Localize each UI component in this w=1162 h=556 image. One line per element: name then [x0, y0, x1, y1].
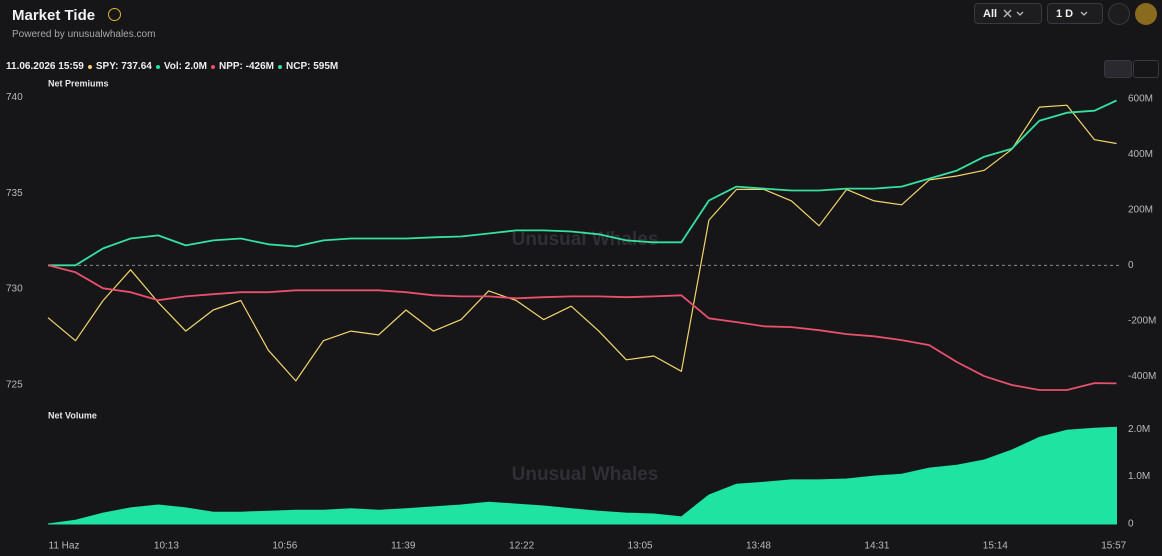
x-tick-label: 12:22 — [509, 541, 534, 552]
dot — [155, 64, 160, 69]
status-line: 11.06.2026 15:59 SPY: 737.64 Vol: 2.0M N… — [6, 61, 338, 72]
filter-icons — [1003, 9, 1024, 17]
area-view-button[interactable] — [1133, 60, 1159, 78]
y2-tick-label: 600M — [1128, 94, 1153, 105]
y-tick-label: 2.0M — [1128, 424, 1150, 435]
alert-button[interactable] — [1135, 3, 1157, 25]
x-tick-label: 11:39 — [391, 541, 416, 552]
x-tick-label: 10:13 — [154, 541, 179, 552]
x-tick-label: 15:14 — [983, 541, 1008, 552]
period-label: 1 D — [1056, 7, 1074, 20]
y-tick-label: 730 — [6, 284, 23, 295]
dot — [210, 64, 215, 69]
y2-tick-label: 400M — [1128, 149, 1153, 160]
x-tick-label: 15:57 — [1101, 541, 1126, 552]
filter-label: All — [983, 7, 998, 20]
panel-title: Net Premiums — [48, 78, 109, 88]
x-tick-label: 13:48 — [746, 541, 771, 552]
page-title: Market Tide — [12, 7, 96, 24]
dot — [278, 64, 282, 69]
watermark: Unusual Whales — [512, 464, 659, 485]
x-tick-label: 11 Haz — [49, 541, 80, 552]
watermark: Unusual Whales — [512, 229, 659, 250]
x-tick-label: 13:05 — [628, 541, 653, 552]
series-line — [47, 104, 1117, 382]
info-icon[interactable] — [108, 8, 121, 21]
subtitle: Powered by unusualwhales.com — [12, 29, 156, 40]
status-vol: Vol: 2.0M — [163, 61, 207, 72]
y-tick-label: 725 — [6, 379, 23, 390]
y2-tick-label: -400M — [1128, 371, 1156, 382]
panel-title: Net Volume — [48, 410, 97, 420]
x-tick-label: 10:56 — [272, 541, 297, 552]
status-npp: NPP: -426M — [218, 61, 274, 72]
y2-tick-label: 200M — [1128, 205, 1153, 216]
refresh-button[interactable] — [1108, 3, 1130, 25]
line-view-button[interactable] — [1104, 60, 1132, 78]
period-select[interactable]: 1 D — [1047, 3, 1103, 24]
y-tick-label: 735 — [6, 188, 23, 199]
y2-tick-label: -200M — [1128, 315, 1156, 326]
status-ncp: NCP: 595M — [286, 61, 339, 72]
x-tick-label: 14:31 — [864, 541, 889, 552]
volume-area — [47, 426, 1117, 525]
filter-select[interactable]: All — [974, 3, 1042, 24]
status-time: 11.06.2026 15:59 — [6, 61, 84, 72]
y-tick-label: 0 — [1128, 519, 1134, 530]
y-tick-label: 1.0M — [1128, 471, 1150, 482]
series-line — [47, 264, 1117, 391]
y-tick-label: 740 — [6, 92, 23, 103]
series-line — [48, 99, 1117, 267]
chevron — [1080, 11, 1088, 16]
dot — [87, 64, 92, 69]
status-spy: SPY: 737.64 — [95, 61, 152, 72]
y2-tick-label: 0 — [1128, 260, 1134, 271]
